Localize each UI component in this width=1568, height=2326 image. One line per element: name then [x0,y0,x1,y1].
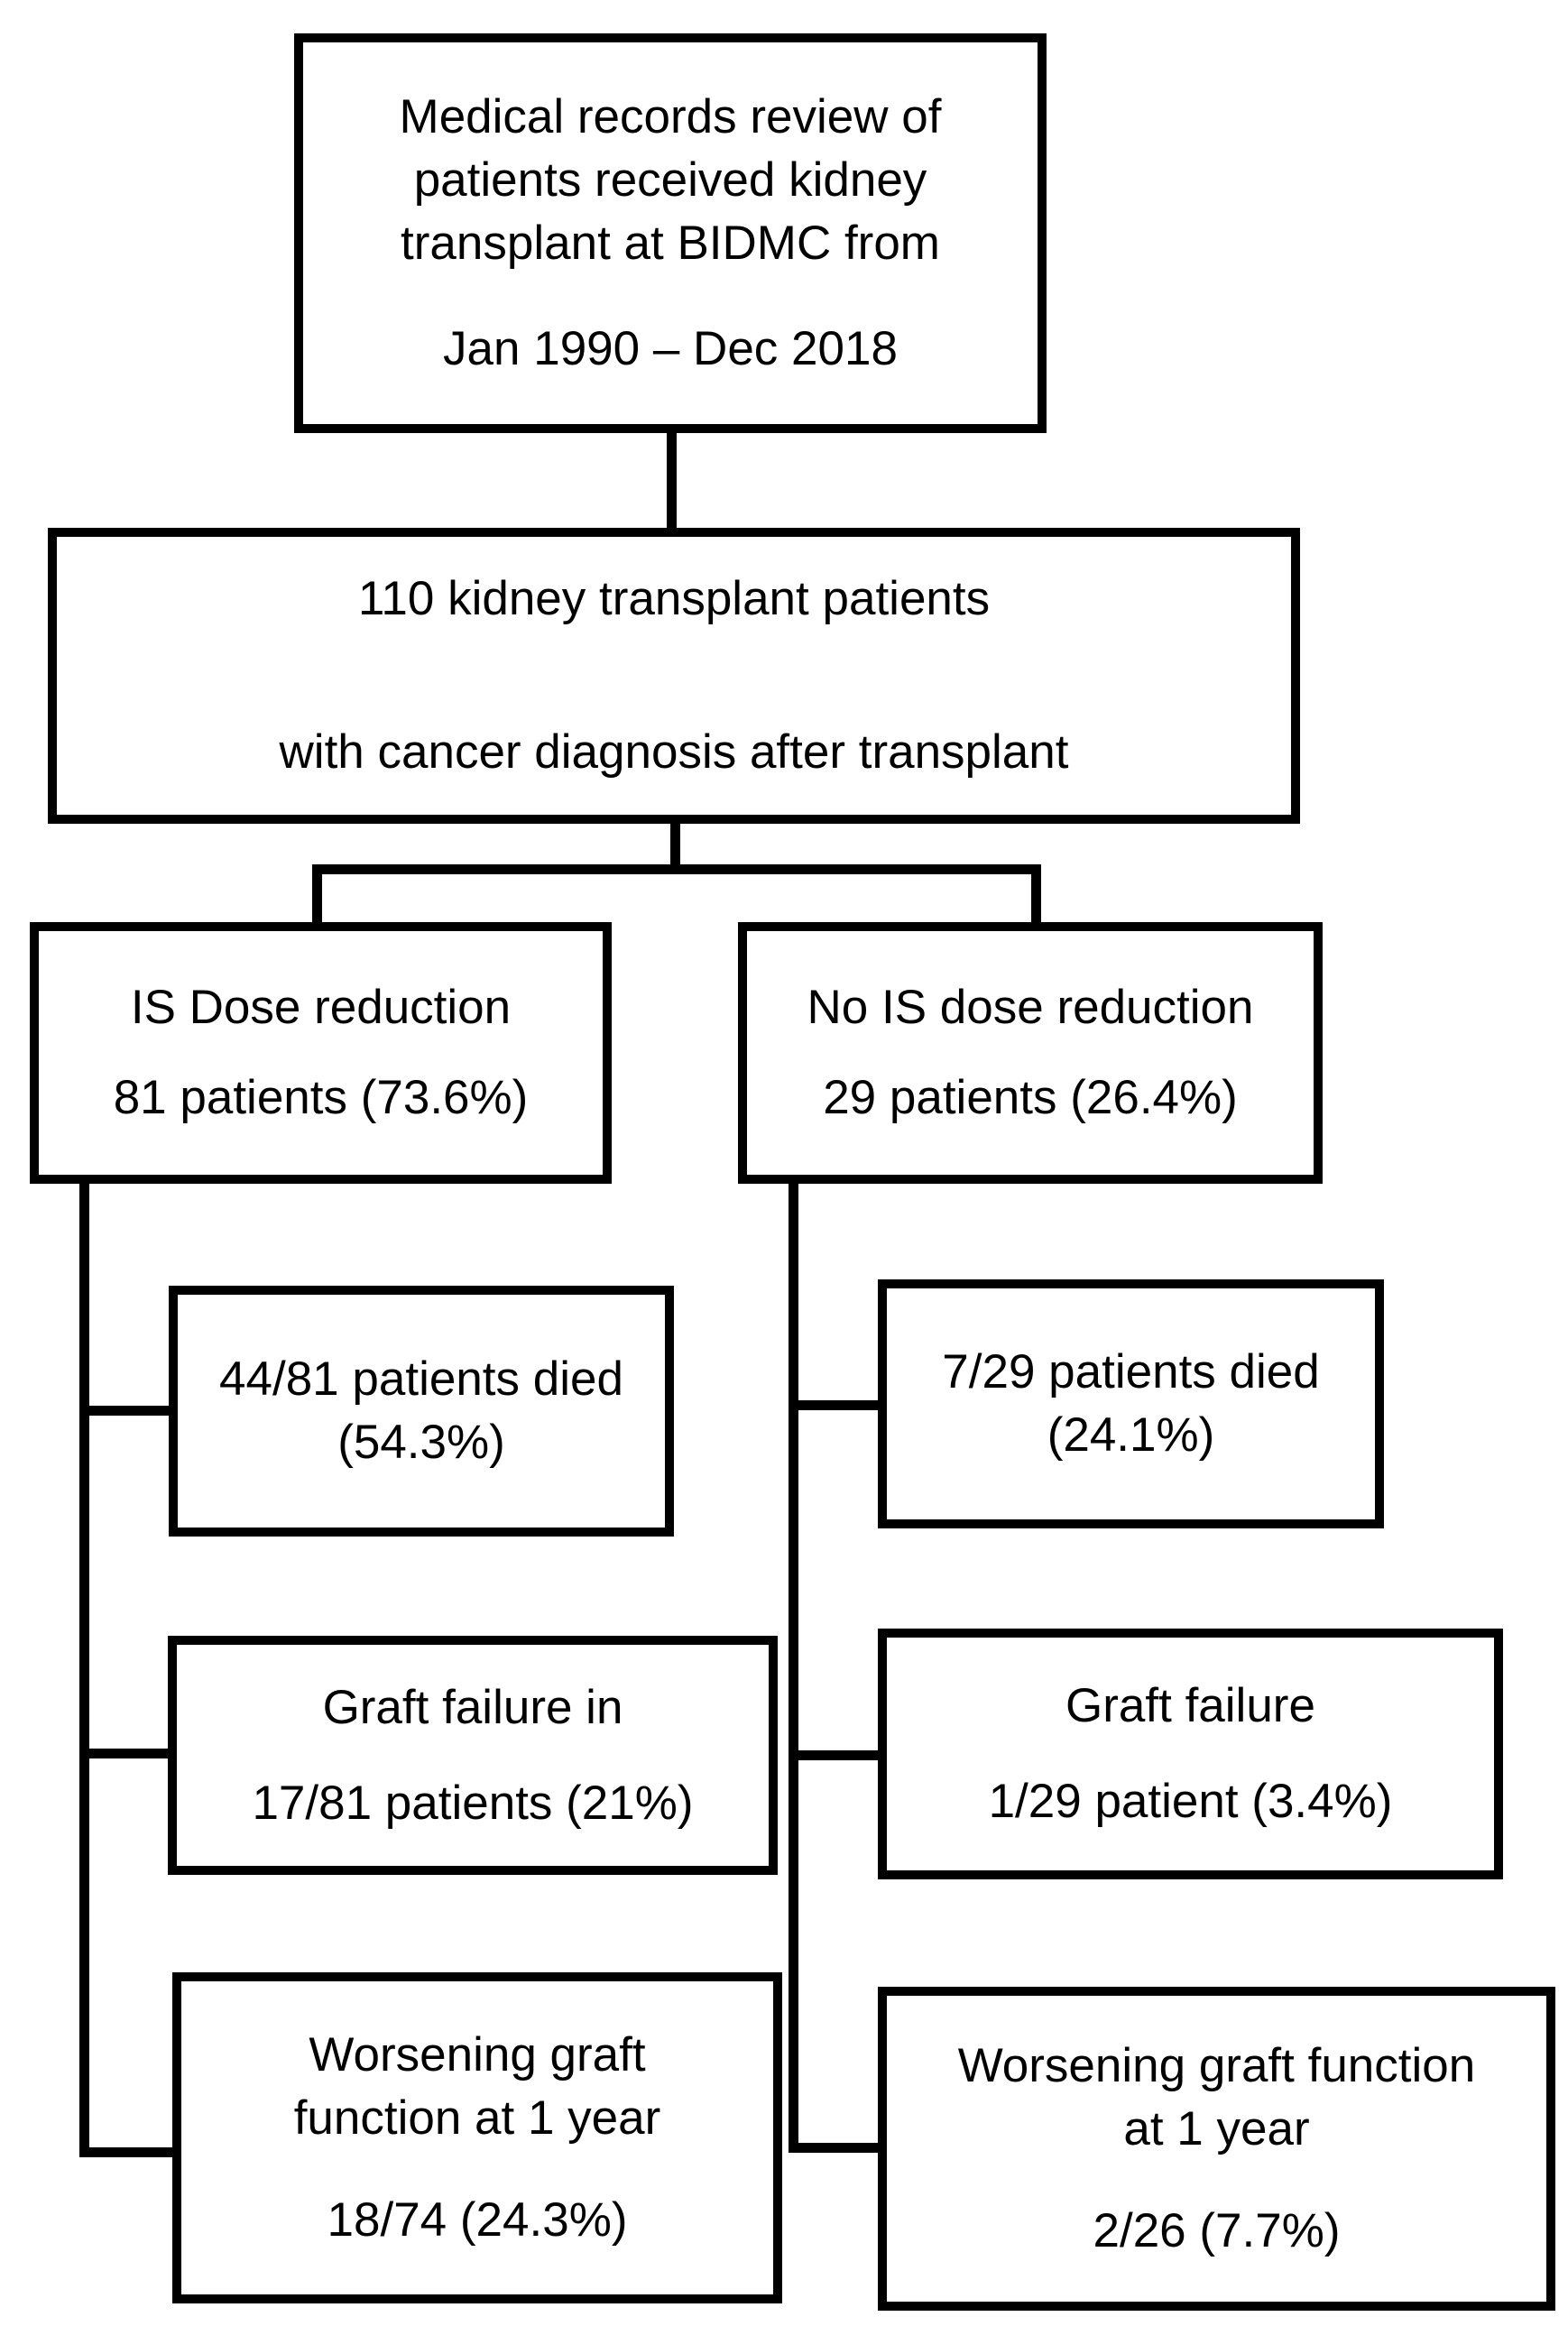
is-died-box: 44/81 patients died (54.3%) [169,1286,674,1537]
no-is-worsening-label: Worsening graft function [957,2038,1476,2092]
is-worsening-count: 18/74 (24.3%) [327,2193,628,2248]
records-review-box: Medical records review of patients recei… [294,33,1047,433]
is-died-percent: (54.3%) [337,1416,505,1469]
connector-split-bar [312,864,1041,874]
connector-trunk-is [79,1184,89,2157]
no-is-died-count: 7/29 patients died [942,1345,1320,1399]
connector-records-to-cohort [667,433,677,528]
no-is-dose-reduction-box: No IS dose reduction 29 patients (26.4%) [738,922,1323,1184]
records-review-line: patients received kidney [413,152,927,207]
no-is-dose-reduction-label: No IS dose reduction [807,981,1254,1035]
no-is-worsening-label: at 1 year [1123,2101,1310,2155]
is-worsening-label: Worsening graft [309,2027,646,2081]
no-is-died-percent: (24.1%) [1047,1408,1215,1462]
connector-no-is-died-elbow [798,1400,878,1410]
cohort-box: 110 kidney transplant patients with canc… [48,528,1300,824]
no-is-graft-failure-label: Graft failure [1065,1679,1315,1733]
no-is-graft-failure-count: 1/29 patient (3.4%) [988,1775,1393,1828]
is-dose-reduction-label: IS Dose reduction [130,981,512,1035]
connector-is-worsening-elbow [89,2147,172,2157]
no-is-worsening-box: Worsening graft function at 1 year 2/26 … [878,1987,1555,2311]
is-died-count: 44/81 patients died [219,1352,623,1407]
connector-no-is-graft-elbow [798,1750,878,1760]
connector-is-graft-elbow [89,1749,168,1758]
no-is-died-box: 7/29 patients died (24.1%) [878,1279,1384,1528]
connector-cohort-stem [670,824,680,869]
is-graft-failure-box: Graft failure in 17/81 patients (21%) [168,1636,778,1875]
records-review-date-range: Jan 1990 – Dec 2018 [443,322,898,376]
is-dose-reduction-count: 81 patients (73.6%) [113,1071,529,1124]
connector-drop-no-is [1031,864,1041,922]
is-dose-reduction-box: IS Dose reduction 81 patients (73.6%) [30,922,612,1184]
connector-no-is-worsening-elbow [798,2143,878,2153]
is-worsening-box: Worsening graft function at 1 year 18/74… [172,1972,782,2303]
records-review-line: transplant at BIDMC from [401,216,940,270]
cohort-line: with cancer diagnosis after transplant [279,725,1069,779]
records-review-line: Medical records review of [399,89,942,143]
is-worsening-label: function at 1 year [293,2091,661,2145]
connector-is-died-elbow [89,1406,169,1416]
connector-trunk-no-is [789,1184,798,2153]
no-is-dose-reduction-count: 29 patients (26.4%) [823,1071,1238,1124]
is-graft-failure-label: Graft failure in [322,1680,623,1734]
connector-drop-is [312,864,322,922]
no-is-worsening-count: 2/26 (7.7%) [1093,2204,1341,2258]
is-graft-failure-count: 17/81 patients (21%) [252,1776,694,1830]
cohort-line: 110 kidney transplant patients [357,572,991,626]
no-is-graft-failure-box: Graft failure 1/29 patient (3.4%) [878,1629,1503,1879]
